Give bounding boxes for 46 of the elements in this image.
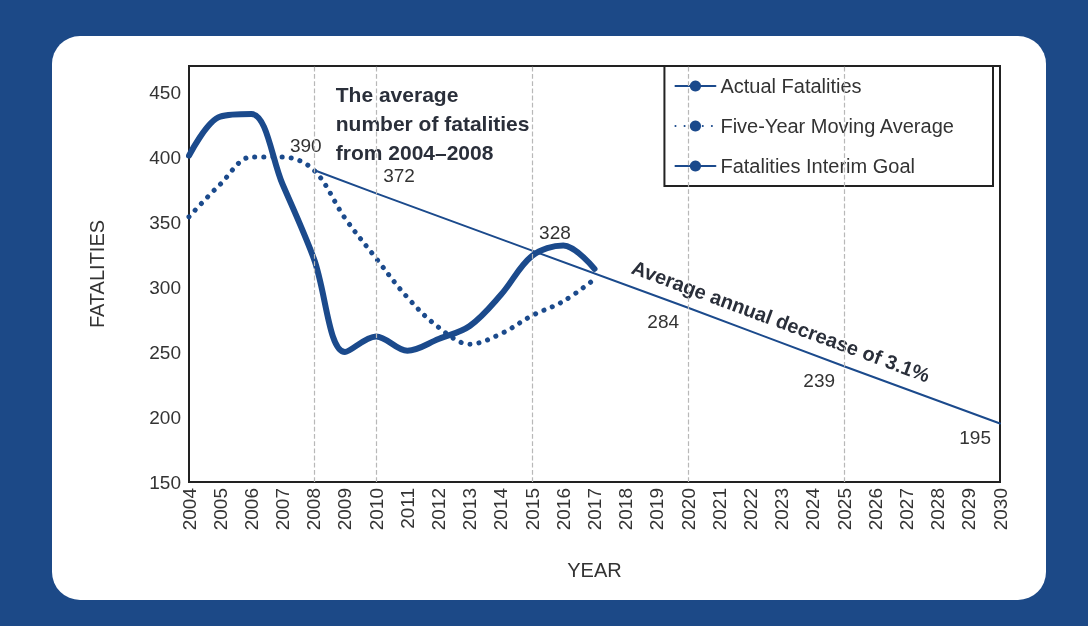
y-tick-label: 400 (149, 146, 181, 168)
data-label: 239 (803, 369, 836, 391)
y-tick-label: 200 (149, 406, 181, 428)
y-tick-label: 350 (149, 211, 181, 233)
x-tick-label: 2022 (739, 488, 761, 531)
x-tick-label: 2029 (958, 488, 980, 531)
x-tick-label: 2025 (833, 488, 855, 531)
x-tick-label: 2016 (552, 488, 574, 531)
data-label: 284 (647, 311, 680, 333)
x-tick-label: 2011 (396, 488, 418, 529)
x-tick-label: 2015 (521, 488, 543, 531)
y-axis-title: FATALITIES (86, 219, 108, 329)
data-label: 390 (289, 135, 322, 156)
legend-label: Actual Fatalities (720, 75, 862, 97)
x-tick-label: 2005 (209, 488, 231, 531)
x-tick-label: 2014 (490, 487, 512, 531)
legend-label: Fatalities Interim Goal (720, 155, 915, 177)
x-tick-label: 2010 (365, 488, 387, 531)
x-tick-label: 2019 (646, 488, 668, 531)
data-label: 372 (383, 164, 415, 186)
x-tick-label: 2024 (802, 487, 824, 531)
data-label: 328 (539, 222, 571, 244)
x-tick-label: 2026 (864, 488, 886, 531)
legend-label: Five-Year Moving Average (720, 115, 954, 137)
x-tick-label: 2017 (584, 488, 605, 531)
x-tick-label: 2020 (677, 488, 699, 531)
x-tick-label: 2009 (334, 488, 356, 531)
x-tick-label: 2021 (708, 488, 730, 531)
y-tick-label: 450 (149, 81, 181, 103)
x-tick-label: 2007 (272, 488, 294, 531)
x-tick-label: 2008 (303, 488, 325, 531)
annotation: The average number of fatalities from 2004–2008 (335, 83, 530, 164)
x-tick-label: 2004 (178, 487, 200, 531)
y-tick-label: 250 (149, 341, 181, 363)
x-tick-label: 2028 (927, 488, 949, 531)
x-tick-label: 2030 (989, 488, 1011, 531)
x-tick-label: 2018 (615, 488, 637, 531)
y-tick-label: 300 (149, 276, 181, 298)
x-tick-label: 2012 (428, 488, 450, 531)
x-axis-title: YEAR (567, 559, 622, 581)
x-tick-label: 2006 (240, 488, 262, 531)
x-tick-label: 2023 (771, 488, 793, 531)
y-tick-label: 150 (149, 471, 181, 493)
x-tick-label: 2027 (895, 488, 917, 531)
data-label: 195 (959, 427, 991, 448)
x-tick-label: 2013 (459, 488, 481, 531)
